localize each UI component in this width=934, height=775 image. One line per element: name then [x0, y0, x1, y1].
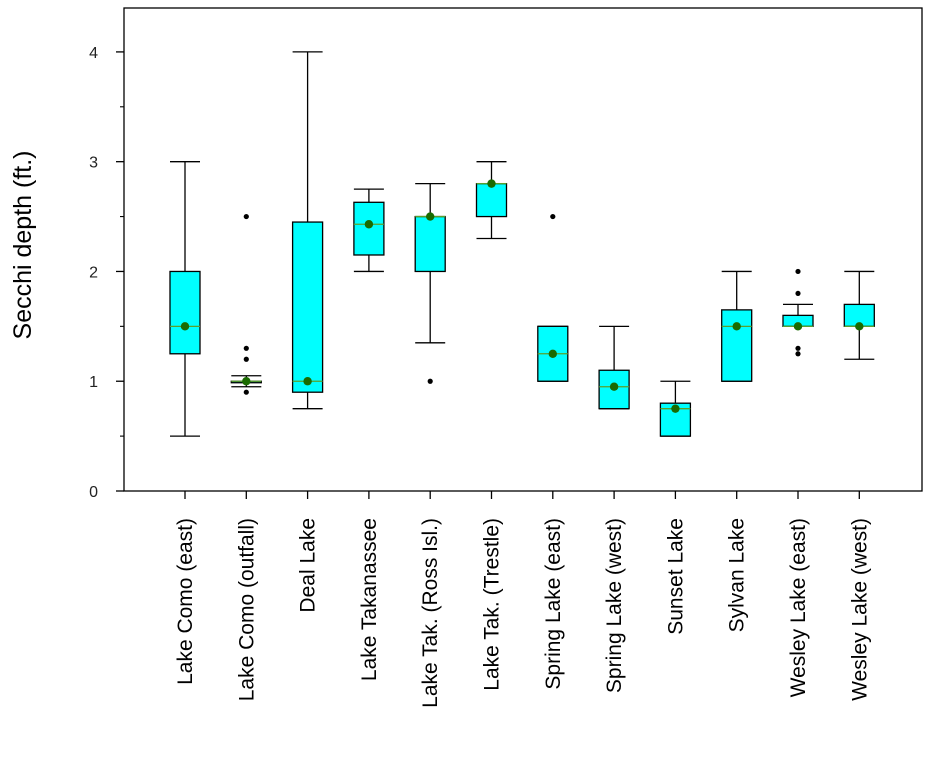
x-tick-label: Wesley Lake (east): [787, 518, 810, 697]
y-axis-label: Secchi depth (ft.): [9, 151, 37, 340]
box-group: [721, 270, 753, 382]
x-axis-tick-labels: Lake Como (east) Lake Como (outfall) Deal …: [174, 491, 871, 708]
mean-marker: [548, 349, 557, 358]
mean-marker: [303, 377, 312, 386]
iqr-box: [414, 215, 446, 273]
box-group: [782, 268, 814, 357]
iqr-box: [169, 270, 201, 355]
mean-marker: [671, 404, 680, 413]
outlier-point: [427, 378, 433, 384]
mean-marker: [487, 179, 496, 188]
iqr-box: [475, 182, 508, 218]
box-group: [169, 161, 201, 437]
y-tick-label: 1: [89, 374, 98, 391]
mean-marker: [732, 322, 741, 331]
box-group: [291, 51, 324, 410]
outlier-point: [243, 345, 249, 351]
x-tick-label: Sylvan Lake: [726, 518, 749, 632]
outlier-point: [243, 389, 249, 395]
mean-marker: [855, 322, 864, 331]
x-tick-label: Lake Como (east): [174, 518, 197, 685]
box-group: [475, 161, 508, 240]
box-group: [537, 213, 569, 382]
x-tick-label: Spring Lake (east): [542, 518, 565, 690]
iqr-box: [721, 309, 753, 382]
box-group: [353, 188, 385, 273]
plot-frame: [123, 7, 923, 492]
iqr-box: [291, 221, 324, 393]
box-group: [659, 380, 692, 437]
outlier-point: [795, 290, 801, 297]
outlier-point: [243, 356, 249, 362]
box-series: [169, 51, 875, 437]
y-axis-ticks: 0 1 2 3 4: [89, 45, 124, 501]
x-tick-label: Wesley Lake (west): [848, 518, 871, 701]
y-tick-label: 0: [89, 484, 98, 501]
mean-marker: [364, 220, 374, 229]
iqr-box: [353, 201, 385, 256]
mean-marker: [793, 322, 803, 331]
mean-marker: [242, 377, 251, 386]
outlier-point: [243, 213, 249, 220]
x-tick-label: Deal Lake: [297, 518, 320, 613]
box-group: [598, 325, 630, 410]
outlier-point: [795, 268, 801, 275]
mean-marker: [180, 322, 190, 331]
box-group: [414, 182, 446, 384]
x-tick-label: Lake Takanassee: [358, 518, 381, 681]
outlier-point: [795, 351, 801, 357]
y-tick-label: 2: [89, 264, 98, 281]
box-group: [843, 270, 875, 360]
x-tick-label: Spring Lake (west): [603, 518, 626, 693]
outlier-point: [795, 345, 801, 351]
outlier-point: [550, 213, 556, 220]
y-tick-label: 3: [89, 155, 98, 172]
x-tick-label: Lake Tak. (Trestle): [481, 518, 504, 691]
mean-marker: [426, 212, 435, 221]
x-tick-label: Sunset Lake: [664, 518, 687, 635]
box-group: [230, 213, 262, 395]
x-tick-label: Lake Como (outfall): [235, 518, 258, 701]
x-tick-label: Lake Tak. (Ross Isl.): [419, 518, 442, 708]
mean-marker: [609, 382, 619, 391]
y-tick-label: 4: [89, 45, 98, 62]
